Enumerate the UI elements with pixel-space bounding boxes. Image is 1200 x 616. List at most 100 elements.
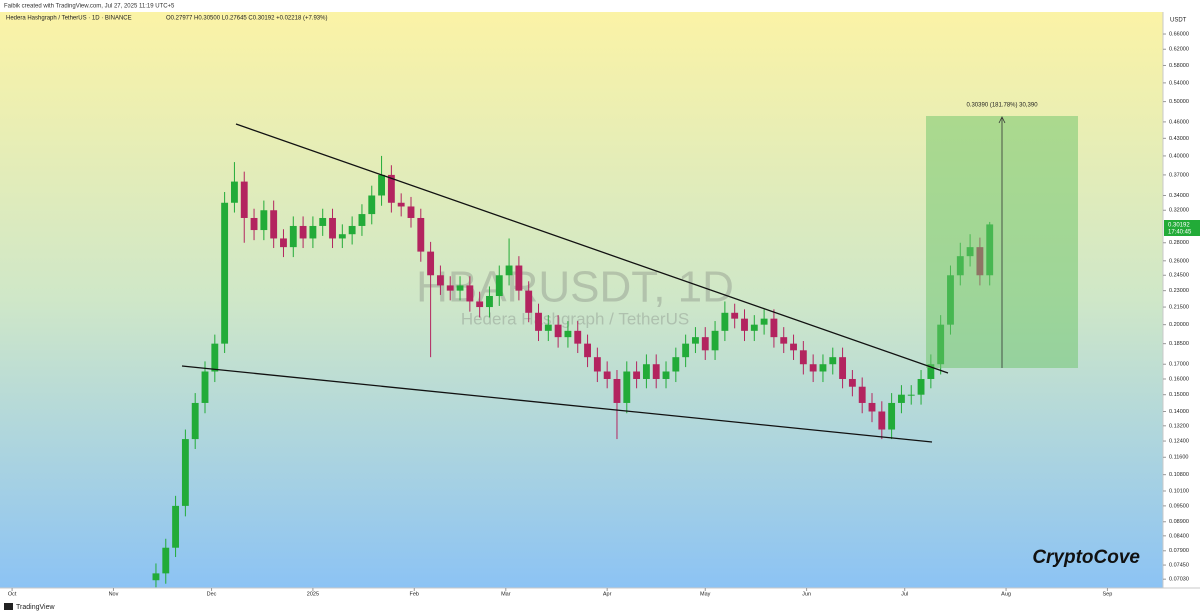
y-tick-label: 0.07900 <box>1169 548 1189 554</box>
candle-body <box>417 217 425 252</box>
candle-body <box>554 324 562 338</box>
credit: Faibik created with TradingView.com, Jul… <box>4 4 175 10</box>
candle-body <box>221 202 229 344</box>
brand: CryptoCove <box>1032 547 1140 568</box>
candle-body <box>544 324 552 331</box>
candle-body <box>476 301 484 308</box>
candle-body <box>319 217 327 226</box>
candle-body <box>760 318 768 325</box>
candle-body <box>240 181 248 218</box>
y-tick-label: 0.23000 <box>1169 288 1189 294</box>
symbol-line: Hedera Hashgraph / TetherUS · 1D · BINAN… <box>6 16 132 22</box>
candle-body <box>603 371 611 379</box>
y-tick-label: 0.13200 <box>1169 423 1189 429</box>
candle-body <box>564 330 572 338</box>
candle-body <box>270 210 278 239</box>
x-tick-label: Oct <box>8 591 17 597</box>
candle-body <box>181 439 189 506</box>
candle-body <box>436 275 444 286</box>
countdown: 17:40:45 <box>1168 230 1192 236</box>
x-tick-label: Dec <box>207 591 217 597</box>
y-tick-label: 0.12400 <box>1169 438 1189 444</box>
candle-body <box>584 343 591 358</box>
x-tick-label: Feb <box>410 591 419 597</box>
y-tick-label: 0.46000 <box>1169 119 1189 125</box>
candle-body <box>574 330 582 344</box>
y-tick-label: 0.15000 <box>1169 392 1189 398</box>
last-price: 0.30192 <box>1168 223 1190 229</box>
y-tick-label: 0.34000 <box>1169 193 1189 199</box>
ohlc-line: O0.27977 H0.30500 L0.27645 C0.30192 +0.0… <box>166 16 327 22</box>
candle-body <box>819 364 827 372</box>
candle-body <box>652 364 660 379</box>
candle-body <box>299 225 307 239</box>
candle-body <box>525 290 533 313</box>
x-tick-label: Mar <box>501 591 511 597</box>
y-tick-label: 0.54000 <box>1169 80 1189 86</box>
footer-logo <box>4 603 13 610</box>
candle-body <box>790 343 797 351</box>
y-tick-label: 0.10100 <box>1169 488 1189 494</box>
price-axis-bg <box>1163 12 1200 588</box>
y-tick-label: 0.18500 <box>1169 341 1189 347</box>
y-tick-label: 0.07450 <box>1169 563 1189 569</box>
measure-arrow-head <box>998 116 1006 124</box>
candle-body <box>721 312 729 331</box>
y-tick-label: 0.37000 <box>1169 172 1189 178</box>
candle-body <box>191 402 199 440</box>
candle-body <box>348 225 356 235</box>
candle-body <box>731 312 739 319</box>
watermark: HBARUSDT, 1D <box>416 263 734 312</box>
trendline-upper <box>235 123 949 374</box>
y-tick-label: 0.50000 <box>1169 99 1189 105</box>
y-tick-label: 0.14000 <box>1169 409 1189 415</box>
candle-body <box>211 343 219 372</box>
x-tick-label: Jul <box>901 591 908 597</box>
y-tick-label: 0.16000 <box>1169 376 1189 382</box>
candle-body <box>741 318 748 331</box>
candle-body <box>711 330 719 351</box>
candle-body <box>427 251 435 276</box>
y-tick-label: 0.40000 <box>1169 153 1189 159</box>
candle-body <box>593 357 601 372</box>
candle-body <box>613 378 621 403</box>
candle-body <box>878 411 886 430</box>
candle-body <box>309 225 317 239</box>
candle-body <box>407 206 415 218</box>
candle-body <box>486 295 493 308</box>
x-tick-label: Aug <box>1001 591 1011 597</box>
candle-body <box>515 265 523 291</box>
candle-body <box>682 343 690 358</box>
trendline-lower <box>181 365 933 443</box>
candle-body <box>799 350 807 365</box>
candle-body <box>770 318 778 338</box>
candle-body <box>907 394 915 396</box>
candle-body <box>780 337 788 344</box>
candle-body <box>858 386 866 403</box>
y-tick-label: 0.24500 <box>1169 273 1189 279</box>
measure-label: 0.30390 (181.78%) 30,390 <box>966 103 1038 109</box>
y-tick-label: 0.43000 <box>1169 136 1189 142</box>
candle-body <box>917 378 925 395</box>
y-tick-label: 0.21500 <box>1169 305 1189 311</box>
y-tick-label: 0.17000 <box>1169 362 1189 368</box>
x-tick-label: Nov <box>109 591 119 597</box>
candle-body <box>201 371 209 403</box>
watermark-sub: Hedera Hashgraph / TetherUS <box>461 309 689 328</box>
candle-body <box>623 371 631 403</box>
candle-body <box>446 285 454 291</box>
candle-body <box>535 312 542 331</box>
candle-body <box>250 217 258 231</box>
candle-body <box>662 371 670 379</box>
x-tick-label: May <box>700 591 711 597</box>
x-tick-label: Jun <box>802 591 811 597</box>
candle-body <box>368 195 376 215</box>
y-tick-label: 0.58000 <box>1169 63 1189 69</box>
x-tick-label: Apr <box>603 591 612 597</box>
candle-body <box>809 364 817 372</box>
candle-body <box>338 234 346 239</box>
candle-body <box>672 357 680 372</box>
y-tick-label: 0.62000 <box>1169 47 1189 53</box>
footer-brand: TradingView <box>16 604 55 611</box>
